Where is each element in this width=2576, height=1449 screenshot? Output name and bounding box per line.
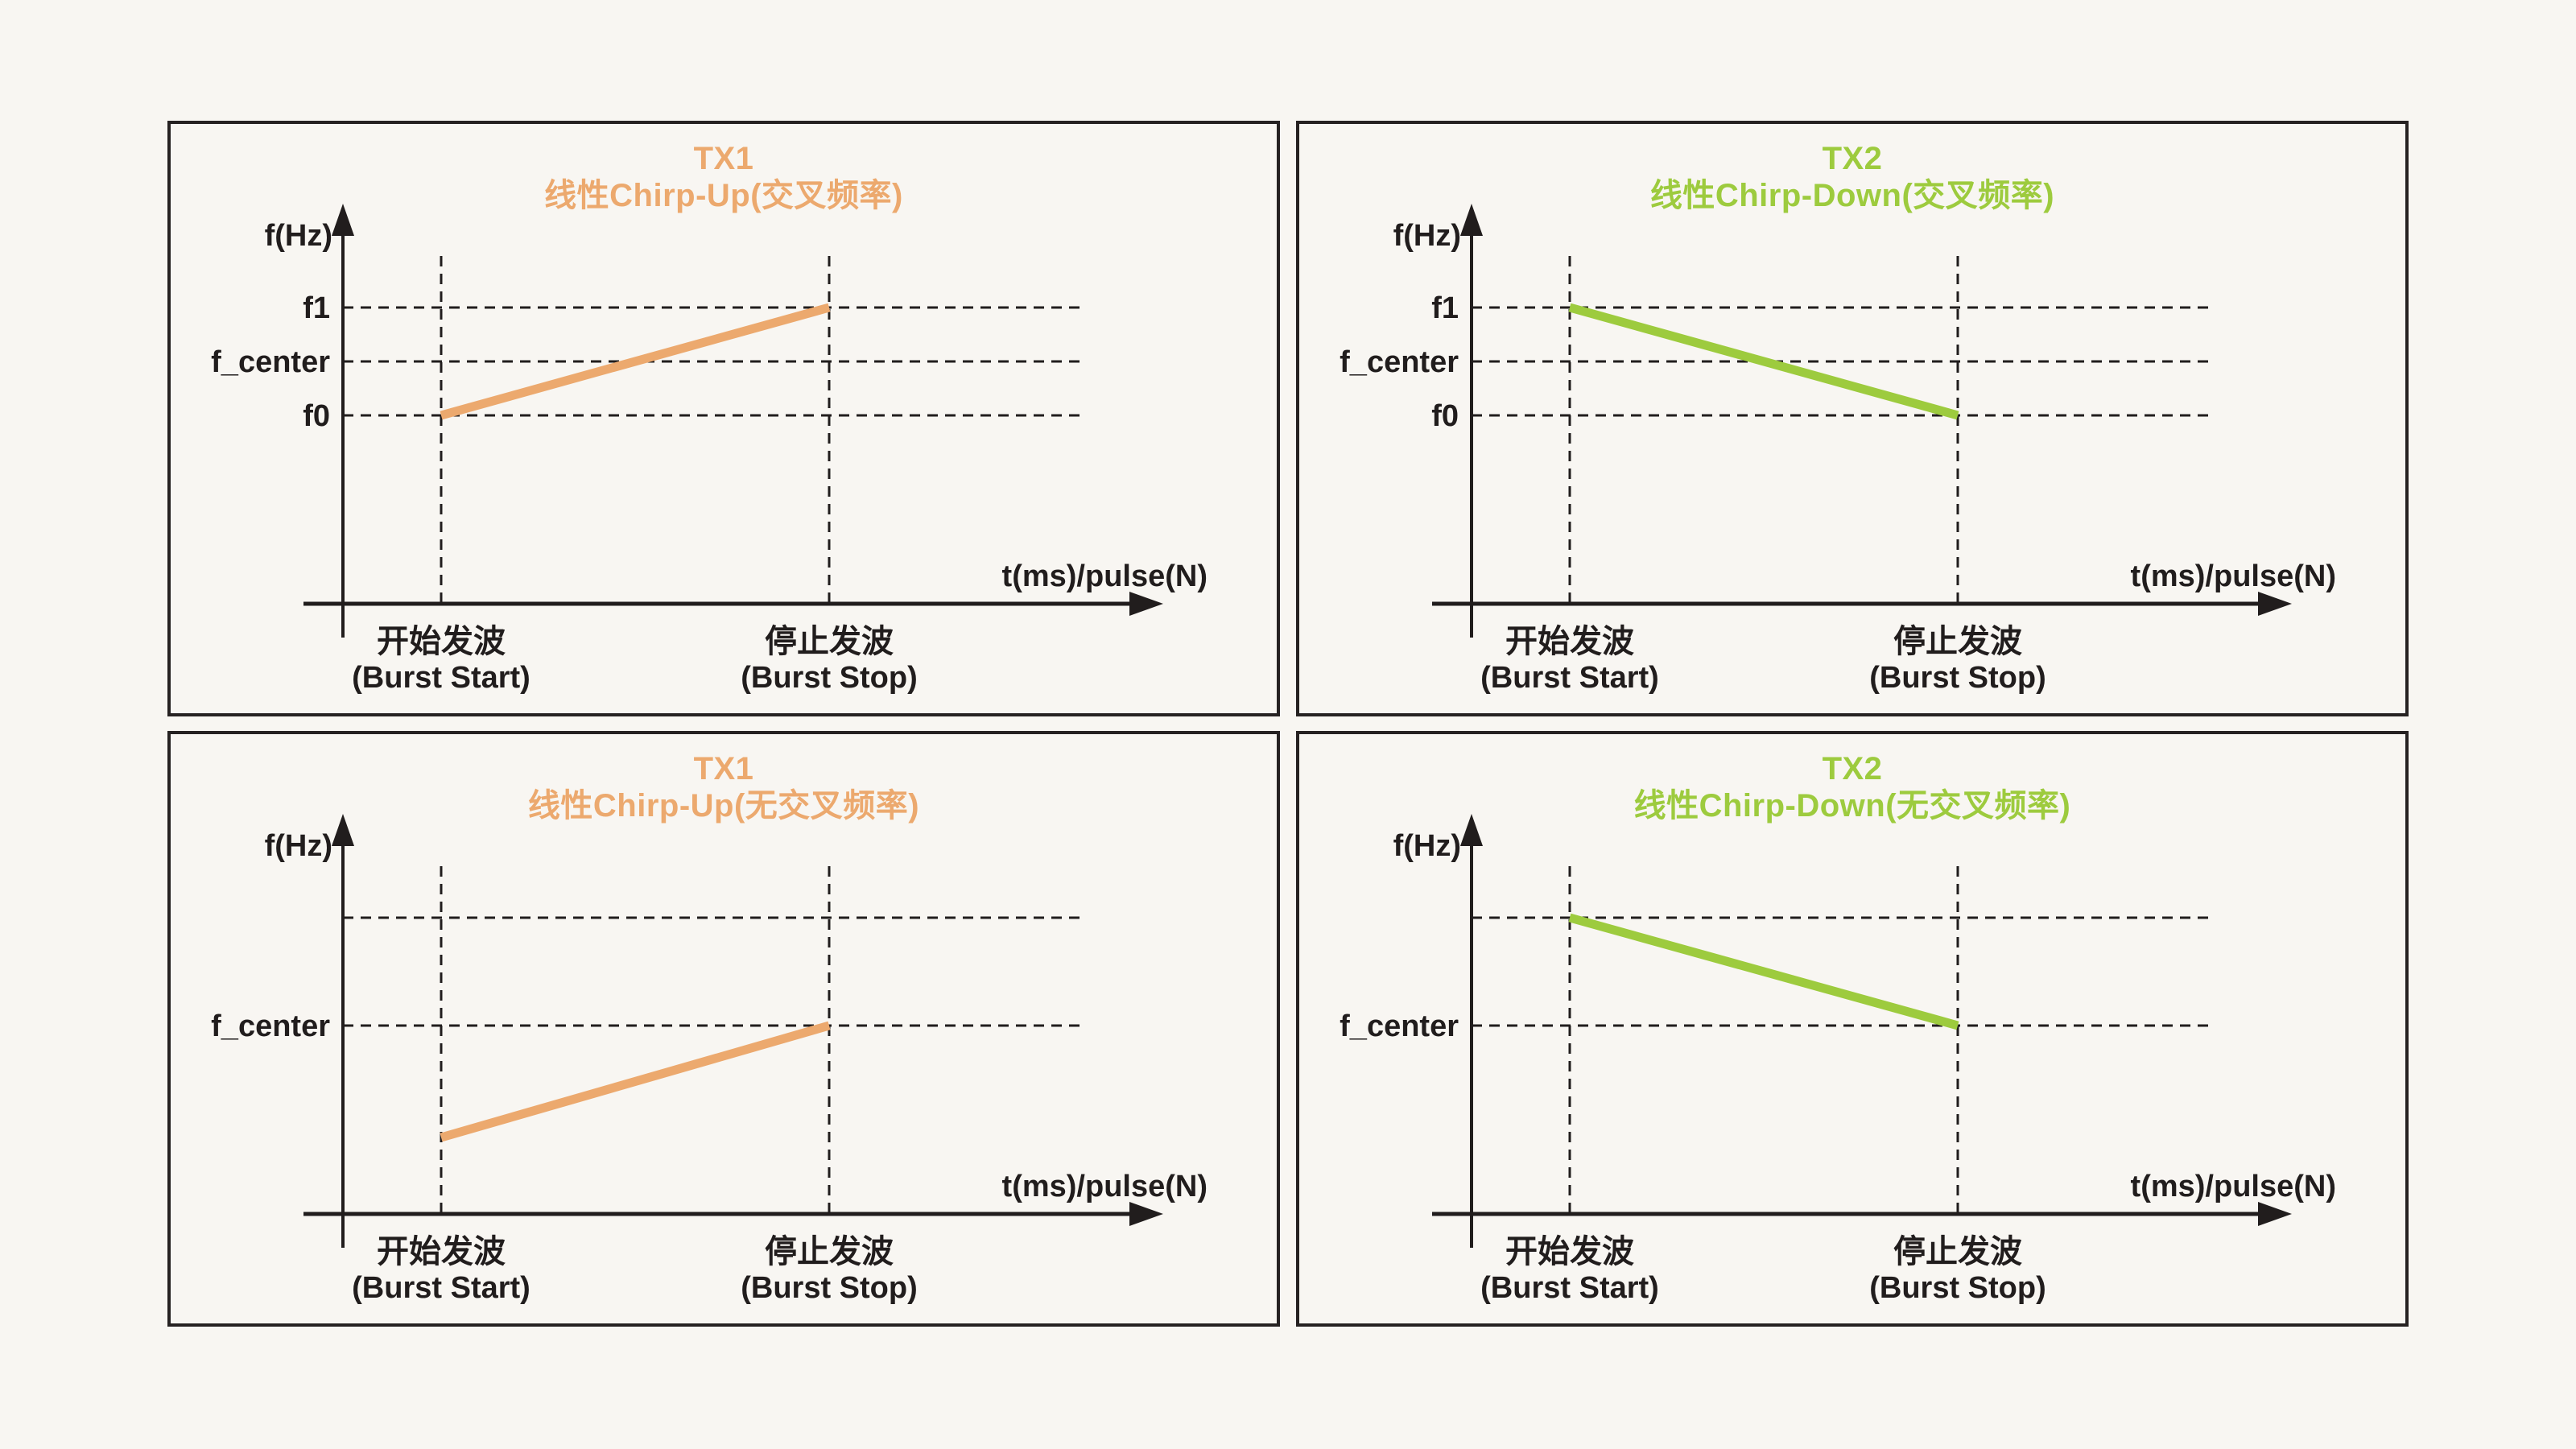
label-f-center: f_center xyxy=(1340,1009,1459,1043)
burst-start-label-cn: 开始发波 xyxy=(377,1234,506,1269)
panel-title-line1: TX1 xyxy=(693,751,754,786)
panel-title-line2: 线性Chirp-Up(交叉频率) xyxy=(544,178,903,213)
x-axis-arrowhead-icon xyxy=(2258,1202,2292,1226)
y-axis-arrowhead-icon xyxy=(1460,814,1483,846)
x-axis-arrowhead-icon xyxy=(1129,1202,1163,1226)
x-axis-arrowhead-icon xyxy=(2258,592,2292,616)
y-axis-label: f(Hz) xyxy=(265,219,332,253)
burst-stop-label-en: (Burst Stop) xyxy=(741,661,918,695)
burst-stop-label-cn: 停止发波 xyxy=(1893,624,2022,659)
y-axis-arrowhead-icon xyxy=(332,814,354,846)
chirp-line xyxy=(440,303,831,420)
panel-title-line1: TX1 xyxy=(693,141,754,176)
chirp-line xyxy=(440,1021,831,1142)
burst-stop-label-en: (Burst Stop) xyxy=(741,1271,918,1305)
panel-plot: f1f_centerf0f(Hz)t(ms)/pulse(N)开始发波(Burs… xyxy=(211,204,1208,695)
burst-start-label-cn: 开始发波 xyxy=(377,624,506,659)
burst-stop-label-en: (Burst Stop) xyxy=(1869,1271,2046,1305)
panel-plot: f1f_centerf0f(Hz)t(ms)/pulse(N)开始发波(Burs… xyxy=(1340,204,2336,695)
panel-title-line2: 线性Chirp-Up(无交叉频率) xyxy=(527,788,920,824)
label-f1: f1 xyxy=(1431,291,1459,325)
panel-tx2-chirp-down-crossed: TX2 线性Chirp-Down(交叉频率) f1 f_center f0 f(Hz)… xyxy=(1296,121,2409,716)
burst-stop-label-cn: 停止发波 xyxy=(1893,1234,2022,1269)
burst-start-label-cn: 开始发波 xyxy=(1505,1234,1634,1269)
panel-title-line2: 线性Chirp-Down(无交叉频率) xyxy=(1633,788,2071,824)
y-axis-label: f(Hz) xyxy=(1393,219,1461,253)
label-f0: f0 xyxy=(1431,399,1459,433)
burst-stop-label-cn: 停止发波 xyxy=(765,624,894,659)
y-axis-label: f(Hz) xyxy=(265,829,332,863)
x-axis-label: t(ms)/pulse(N) xyxy=(1002,559,1208,593)
label-f1: f1 xyxy=(303,291,330,325)
panel-title: TX1 线性Chirp-Up(交叉频率) xyxy=(171,140,1277,214)
label-f0: f0 xyxy=(303,399,330,433)
burst-start-label-en: (Burst Start) xyxy=(1480,1271,1659,1305)
burst-start-label-en: (Burst Start) xyxy=(1480,661,1659,695)
y-axis-label: f(Hz) xyxy=(1393,829,1461,863)
panel-title: TX1 线性Chirp-Up(无交叉频率) xyxy=(171,750,1277,824)
label-f-center: f_center xyxy=(211,1009,330,1043)
figure-grid: TX1 线性Chirp-Up(交叉频率) f1 f_center f0 f(Hz) t(… xyxy=(167,121,2409,1327)
x-axis-label: t(ms)/pulse(N) xyxy=(1002,1170,1208,1203)
burst-start-label-cn: 开始发波 xyxy=(1505,624,1634,659)
panel-title-line1: TX2 xyxy=(1822,751,1883,786)
panel-title: TX2 线性Chirp-Down(无交叉频率) xyxy=(1299,750,2405,824)
burst-start-label-en: (Burst Start) xyxy=(352,1271,530,1305)
panel-tx1-chirp-up-crossed: TX1 线性Chirp-Up(交叉频率) f1 f_center f0 f(Hz) t(… xyxy=(167,121,1280,716)
panel-tx2-chirp-down-uncrossed: TX2 线性Chirp-Down(无交叉频率) f_center f(Hz) t(m… xyxy=(1296,731,2409,1327)
chirp-line xyxy=(1568,303,1959,420)
y-axis-arrowhead-icon xyxy=(332,204,354,236)
x-axis-label: t(ms)/pulse(N) xyxy=(2131,1170,2336,1203)
panel-tx1-chirp-up-uncrossed: TX1 线性Chirp-Up(无交叉频率) f_center f(Hz) t(ms)… xyxy=(167,731,1280,1327)
panel-title-line2: 线性Chirp-Down(交叉频率) xyxy=(1649,178,2055,213)
burst-stop-label-en: (Burst Stop) xyxy=(1869,661,2046,695)
panel-title: TX2 线性Chirp-Down(交叉频率) xyxy=(1299,140,2405,214)
x-axis-label: t(ms)/pulse(N) xyxy=(2131,559,2336,593)
label-f-center: f_center xyxy=(1340,345,1459,379)
label-f-center: f_center xyxy=(211,345,330,379)
panel-title-line1: TX2 xyxy=(1822,141,1883,176)
x-axis-arrowhead-icon xyxy=(1129,592,1163,616)
chirp-line xyxy=(1568,913,1959,1030)
burst-start-label-en: (Burst Start) xyxy=(352,661,530,695)
y-axis-arrowhead-icon xyxy=(1460,204,1483,236)
burst-stop-label-cn: 停止发波 xyxy=(765,1234,894,1269)
